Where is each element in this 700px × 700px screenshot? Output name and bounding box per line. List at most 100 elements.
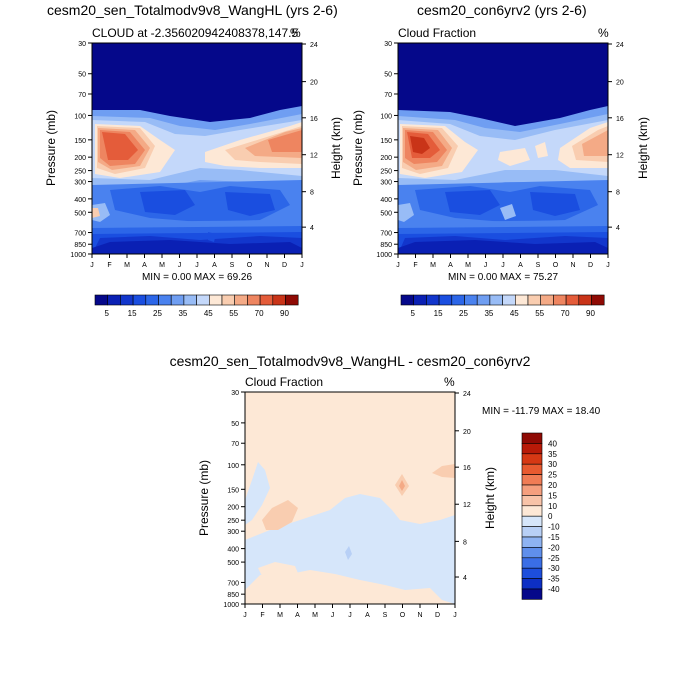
colorbar-cell — [521, 567, 543, 579]
colorbar-cell — [521, 578, 543, 590]
colorbar-label: 90 — [280, 309, 289, 318]
y-tick-label: 850 — [74, 242, 86, 249]
y2-tick-label: 24 — [463, 391, 471, 398]
y-tick-label: 300 — [380, 180, 392, 187]
colorbar-cell — [259, 294, 274, 306]
y2-tick-label: 12 — [310, 153, 318, 160]
x-tick-label: A — [365, 612, 370, 619]
colorbar-cell — [489, 294, 503, 306]
colorbar-label: 5 — [410, 309, 415, 318]
contour-band — [92, 240, 302, 254]
y-tick-label: 250 — [227, 518, 239, 525]
x-tick-label: J — [195, 262, 199, 269]
contour-band — [258, 562, 300, 584]
x-tick-label: M — [312, 612, 318, 619]
colorbar-label: 15 — [434, 309, 443, 318]
x-tick-label: J — [300, 262, 304, 269]
y-tick-label: 700 — [227, 580, 239, 587]
colorbar-cell — [132, 294, 147, 306]
colorbar-cell — [221, 294, 235, 306]
colorbar-cell — [521, 474, 543, 486]
contour-band — [399, 480, 405, 491]
colorbar-cell — [464, 294, 478, 306]
colorbar-label: 45 — [510, 309, 519, 318]
panel-b-y2ticks: 24 20 16 12 8 4 — [608, 42, 624, 232]
panel-a-right-string: % — [290, 26, 301, 40]
x-tick-label: F — [260, 612, 264, 619]
x-tick-label: A — [518, 262, 523, 269]
panel-b-left-string: Cloud Fraction — [398, 26, 476, 40]
y-tick-label: 250 — [74, 169, 86, 176]
panel-c-y2label: Height (km) — [483, 467, 497, 529]
colorbar-cell — [514, 294, 529, 306]
y-tick-label: 100 — [74, 113, 86, 120]
panel-a-y2label: Height (km) — [329, 117, 343, 179]
colorbar-label: -15 — [548, 533, 560, 542]
colorbar-cell — [285, 294, 299, 306]
y-tick-label: 850 — [380, 242, 392, 249]
colorbar-cell — [247, 294, 261, 306]
y2-tick-label: 12 — [463, 502, 471, 509]
colorbar-cell — [521, 588, 543, 600]
colorbar-label: -35 — [548, 575, 560, 584]
x-tick-label: J — [606, 262, 610, 269]
y2-tick-label: 16 — [463, 465, 471, 472]
colorbar-cell — [521, 495, 543, 507]
y-tick-label: 500 — [380, 210, 392, 217]
contour-band — [500, 204, 516, 220]
y-tick-label: 400 — [74, 197, 86, 204]
colorbar-cell — [209, 294, 223, 306]
colorbar-cell — [476, 294, 491, 306]
contour-band — [262, 500, 298, 530]
colorbar-cell — [591, 294, 605, 306]
y2-tick-label: 16 — [616, 116, 624, 123]
x-tick-label: F — [107, 262, 111, 269]
y-tick-label: 30 — [231, 390, 239, 397]
contour-band — [398, 240, 608, 254]
x-tick-label: J — [453, 612, 457, 619]
colorbar-label: 45 — [204, 309, 213, 318]
x-tick-label: J — [331, 612, 335, 619]
x-tick-label: A — [295, 612, 300, 619]
panel-b-field — [398, 43, 608, 254]
colorbar-label: 55 — [229, 309, 238, 318]
x-tick-label: A — [212, 262, 217, 269]
panel-b: cesm20_con6yrv2 (yrs 2-6) Cloud Fraction… — [351, 2, 650, 318]
panel-b-yticks: 30 50 70 100 150 200 250 300 400 500 700 850 1000 — [376, 41, 398, 259]
colorbar-cell — [170, 294, 185, 306]
colorbar-cell — [196, 294, 210, 306]
colorbar-cell — [502, 294, 516, 306]
x-tick-label: O — [247, 262, 253, 269]
contour-band — [140, 190, 195, 215]
colorbar-cell — [400, 294, 414, 306]
x-tick-label: D — [435, 612, 440, 619]
panel-a-colorbar: 5 15 25 35 45 55 70 90 — [94, 294, 299, 318]
colorbar-cell — [521, 547, 543, 559]
colorbar-cell — [158, 294, 172, 306]
y-tick-label: 700 — [74, 231, 86, 238]
panel-a-left-string: CLOUD at -2.356020942408378,147.5 — [92, 26, 298, 40]
colorbar-label: -25 — [548, 554, 560, 563]
y-tick-label: 300 — [227, 529, 239, 536]
colorbar-cell — [107, 294, 121, 306]
colorbar-cell — [521, 557, 543, 569]
x-tick-label: J — [178, 262, 182, 269]
y2-tick-label: 20 — [463, 429, 471, 436]
colorbar-label: 90 — [586, 309, 595, 318]
x-tick-label: M — [124, 262, 130, 269]
colorbar-label: 35 — [178, 309, 187, 318]
y-tick-label: 400 — [227, 547, 239, 554]
colorbar-cell — [521, 463, 543, 475]
colorbar-label: -20 — [548, 543, 560, 552]
colorbar-cell — [438, 294, 453, 306]
colorbar-label: 0 — [548, 512, 553, 521]
contour-band — [268, 130, 302, 152]
x-tick-label: N — [264, 262, 269, 269]
y-tick-label: 1000 — [70, 252, 86, 259]
y2-tick-label: 20 — [616, 80, 624, 87]
panel-a-field — [92, 43, 302, 254]
contour-band — [498, 148, 530, 166]
